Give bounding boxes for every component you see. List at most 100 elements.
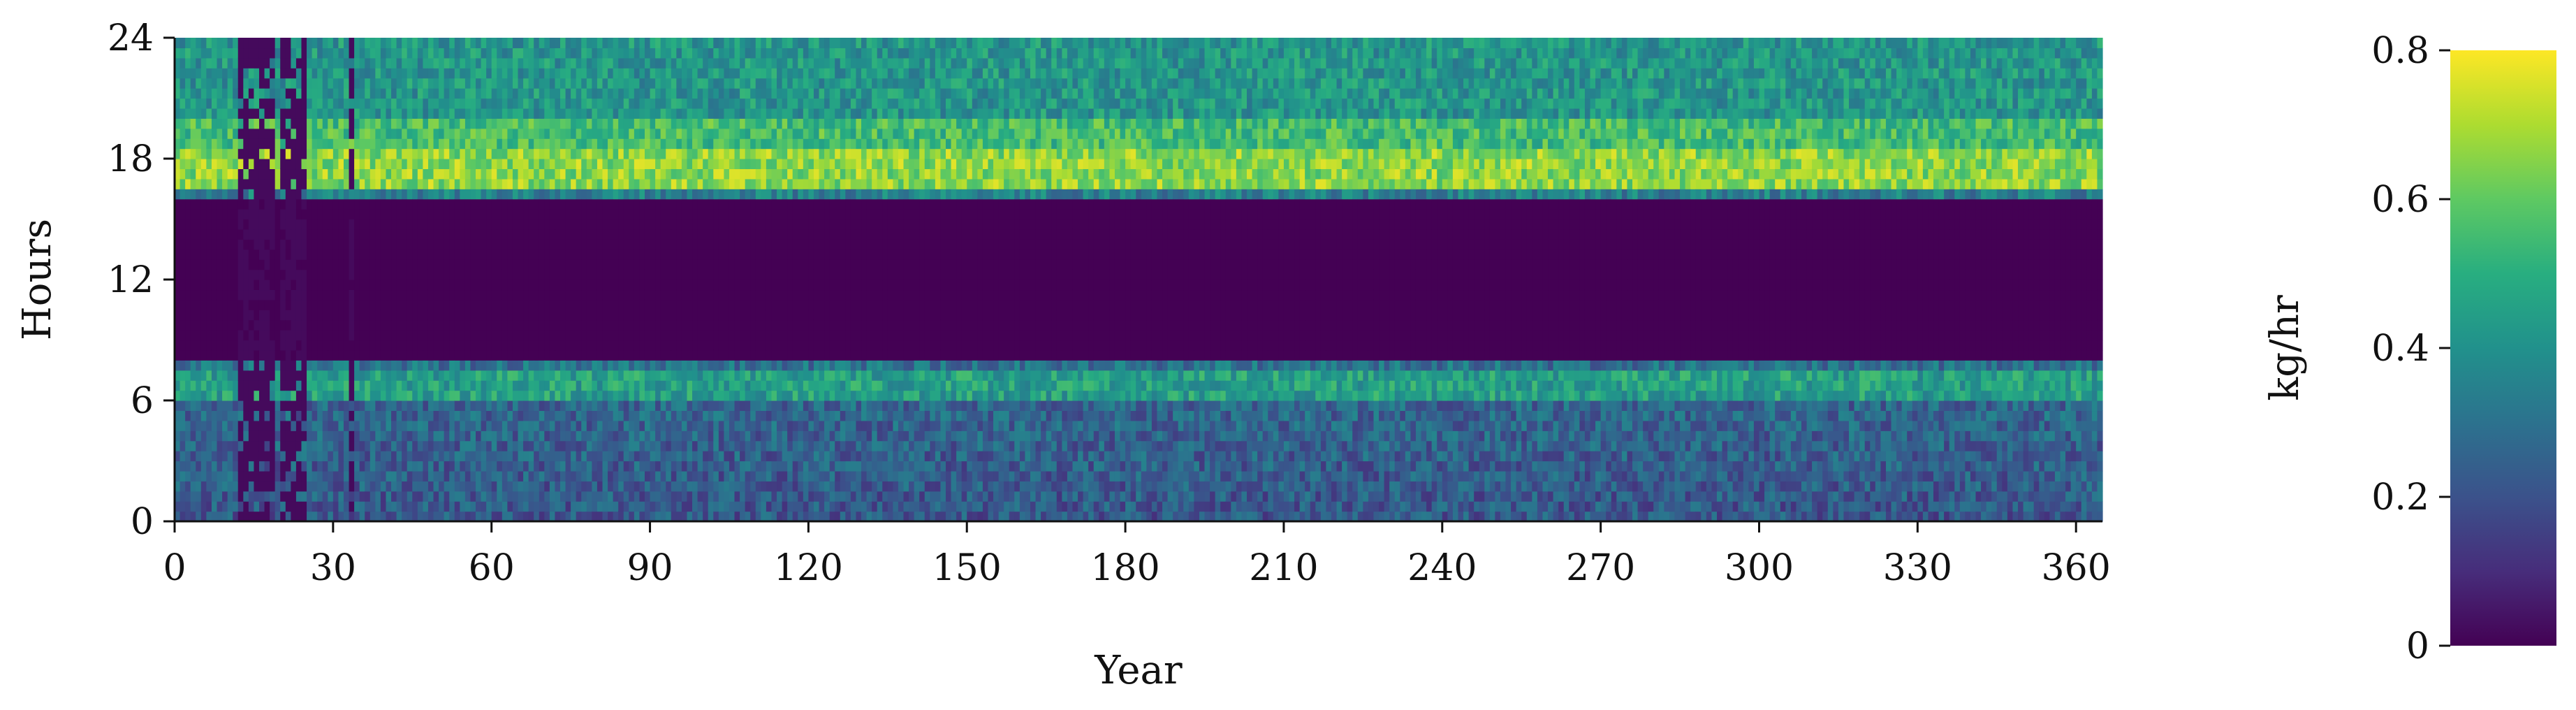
heatmap-cell [602,98,608,109]
heatmap-cell [190,461,196,472]
heatmap-cell [454,481,460,492]
heatmap-cell [444,98,450,109]
heatmap-cell [343,511,350,522]
heatmap-cell [206,430,212,442]
heatmap-cell [433,209,439,220]
heatmap-cell [206,440,212,451]
heatmap-cell [295,501,302,512]
heatmap-cell [237,481,244,492]
heatmap-cell [655,420,661,431]
heatmap-cell [254,400,260,412]
heatmap-cell [307,229,313,240]
heatmap-cell [206,340,212,351]
heatmap-cell [449,68,455,79]
heatmap-cell [380,280,387,291]
heatmap-cell [703,491,709,502]
heatmap-cell [571,410,577,421]
heatmap-cell [449,269,455,280]
heatmap-cell [196,108,202,119]
heatmap-cell [512,239,519,250]
heatmap-cell [365,198,371,210]
heatmap-cell [365,349,371,361]
heatmap-cell [544,370,550,381]
heatmap-cell [258,280,265,291]
heatmap-cell [237,57,244,68]
heatmap-cell [291,128,297,139]
heatmap-cell [671,481,677,492]
heatmap-cell [375,38,381,49]
heatmap-cell [512,219,519,230]
heatmap-cell [396,239,402,250]
heatmap-cell [439,451,445,462]
heatmap-cell [581,360,587,371]
heatmap-cell [534,349,540,361]
heatmap-cell [507,470,513,481]
heatmap-cell [608,209,614,220]
heatmap-cell [597,400,603,412]
heatmap-cell [369,349,376,361]
heatmap-cell [248,370,255,381]
heatmap-cell [523,330,529,341]
heatmap-cell [687,108,693,119]
heatmap-cell [602,78,608,89]
heatmap-cell [444,280,450,291]
heatmap-cell [518,138,524,150]
heatmap-cell [322,370,328,381]
heatmap-cell [270,491,276,502]
heatmap-cell [359,470,365,481]
heatmap-cell [248,38,255,49]
heatmap-cell [660,440,666,451]
heatmap-cell [676,511,682,522]
heatmap-cell [295,349,302,361]
heatmap-cell [687,380,693,391]
heatmap-cell [280,470,286,481]
heatmap-cell [692,451,698,462]
heatmap-cell [386,249,392,260]
heatmap-cell [375,491,381,502]
heatmap-cell [365,470,371,481]
heatmap-cell [391,48,397,59]
heatmap-cell [217,68,223,79]
heatmap-cell [486,269,492,280]
heatmap-cell [190,481,196,492]
heatmap-cell [275,370,281,381]
heatmap-cell [322,410,328,421]
heatmap-cell [444,168,450,180]
heatmap-cell [534,178,540,189]
heatmap-cell [523,249,529,260]
heatmap-cell [454,128,460,139]
heatmap-cell [349,219,355,230]
heatmap-cell [486,189,492,200]
heatmap-cell [423,118,429,129]
heatmap-cell [692,400,698,412]
heatmap-cell [433,481,439,492]
heatmap-cell [454,319,460,331]
heatmap-cell [713,88,719,99]
heatmap-cell [454,501,460,512]
heatmap-cell [322,360,328,371]
heatmap-cell [481,370,487,381]
heatmap-cell [507,48,513,59]
heatmap-cell [586,198,592,210]
heatmap-cell [412,370,418,381]
heatmap-cell [507,108,513,119]
heatmap-cell [454,78,460,89]
heatmap-cell [211,289,218,300]
heatmap-cell [270,128,276,139]
heatmap-cell [476,380,482,391]
heatmap-cell [460,400,466,412]
heatmap-cell [365,360,371,371]
heatmap-cell [449,249,455,260]
heatmap-cell [343,360,350,371]
heatmap-cell [623,259,629,270]
heatmap-cell [248,219,255,230]
heatmap-cell [301,48,307,59]
heatmap-cell [565,78,571,89]
heatmap-cell [211,470,218,481]
heatmap-cell [322,198,328,210]
heatmap-cell [211,380,218,391]
heatmap-cell [200,420,207,431]
heatmap-cell [417,148,423,159]
heatmap-cell [639,481,645,492]
heatmap-cell [322,68,328,79]
